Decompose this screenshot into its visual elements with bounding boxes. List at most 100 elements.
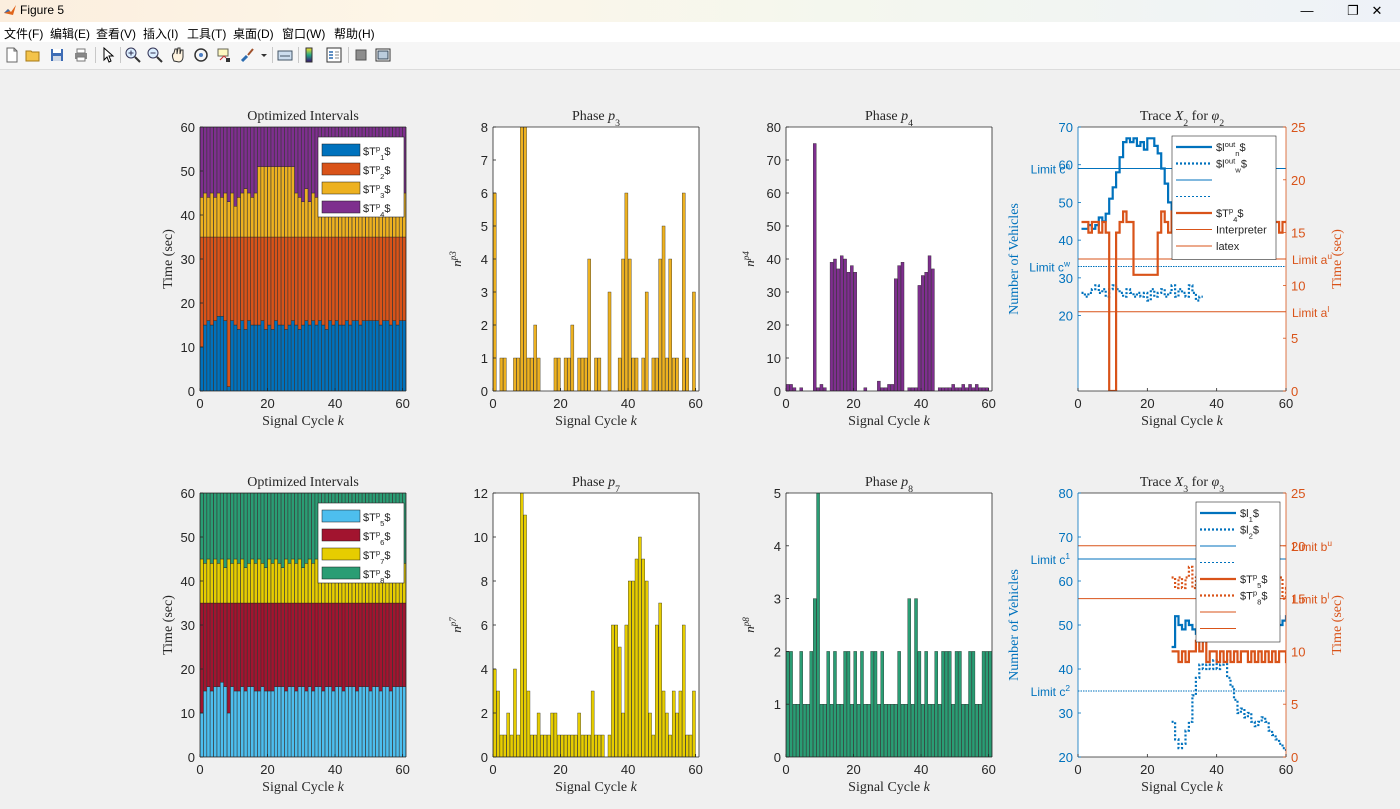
- p1-bar-s2-k0: [200, 236, 204, 348]
- p1-bar-s1-k4: [213, 320, 217, 391]
- brush-icon[interactable]: [238, 46, 256, 64]
- trace3-xtick-label: 40: [1209, 762, 1223, 777]
- trace-x2-axes[interactable]: Limit cn Limit cw Limit au Limit al 0 20 40 60 S…: [1007, 109, 1345, 429]
- p8-bar-k31: [890, 704, 895, 757]
- phase-p4-axes[interactable]: 0 20 40 60 Signal Cycle k 0 10 20 30 40 50 60 70 80 np…: [741, 109, 996, 429]
- p3-bar-k26: [580, 357, 585, 391]
- legend-icon[interactable]: [325, 46, 343, 64]
- p7-bar-k27: [584, 734, 588, 757]
- show-plot-tools-icon[interactable]: [374, 46, 392, 64]
- menu-edit[interactable]: 编辑(E): [50, 27, 90, 41]
- p7-bar-k29: [590, 690, 595, 757]
- p2-bar-s4-k15: [250, 493, 255, 560]
- p4-xtick-label: 20: [846, 396, 860, 411]
- p2-bar-s4-k5: [216, 493, 221, 564]
- close-button[interactable]: ✕: [1371, 3, 1383, 18]
- p3-xtick-label: 20: [553, 396, 567, 411]
- trace3-limit-right-label: Limit bu: [1292, 538, 1332, 554]
- p7-bar-k8: [520, 493, 524, 757]
- p1-bar-s2-k29: [297, 236, 302, 330]
- p7-ytick-label: 6: [481, 618, 488, 633]
- p2-bar-s1-k54: [382, 686, 386, 757]
- brush-dropdown-icon[interactable]: [259, 46, 269, 64]
- new-figure-icon[interactable]: [3, 46, 21, 64]
- p1-ytick-label: 20: [181, 296, 195, 311]
- save-icon[interactable]: [48, 46, 66, 64]
- link-icon[interactable]: [276, 46, 294, 64]
- p2-ytick-label: 30: [181, 618, 195, 633]
- p8-bar-k45: [937, 704, 942, 757]
- p8-ytick-label: 4: [774, 539, 781, 554]
- p8-bar-k18: [846, 651, 851, 757]
- open-file-icon[interactable]: [24, 46, 42, 64]
- p1-bar-s2-k30: [301, 236, 305, 326]
- p4-ylabel: np4: [741, 251, 757, 267]
- p2-bar-s1-k60: [402, 686, 406, 757]
- p4-plot-area: [786, 127, 992, 391]
- colorbar-icon[interactable]: [302, 46, 320, 64]
- p4-bar-k27: [877, 380, 881, 391]
- menu-help[interactable]: 帮助(H): [334, 27, 375, 41]
- p2-ylabel: Time (sec): [161, 595, 176, 655]
- zoom-in-icon[interactable]: [124, 46, 142, 64]
- p2-bar-s4-k13: [243, 493, 248, 568]
- p8-bar-k14: [833, 651, 837, 757]
- p1-bar-s4-k21: [270, 127, 275, 167]
- data-tips-icon[interactable]: [215, 46, 233, 64]
- p7-bar-k18: [553, 712, 558, 757]
- p8-xlabel: Signal Cycle k: [848, 780, 930, 795]
- p2-bar-s3-k16: [254, 563, 258, 604]
- menu-desktop[interactable]: 桌面(D): [233, 27, 274, 41]
- trace2-limit-right-label: Limit au: [1292, 251, 1332, 267]
- p2-bar-s3-k34: [314, 558, 319, 604]
- pan-icon[interactable]: [169, 46, 187, 64]
- menu-file[interactable]: 文件(F): [4, 27, 44, 41]
- p1-bar-s3-k17: [257, 166, 261, 238]
- p1-xtick-label: 0: [196, 396, 203, 411]
- p2-bar-s1-k11: [237, 690, 241, 757]
- p1-bar-s2-k37: [324, 236, 329, 330]
- p2-bar-s4-k27: [291, 493, 295, 560]
- menu-view[interactable]: 查看(V): [96, 27, 136, 41]
- p1-bar-s3-k7: [223, 192, 228, 238]
- p1-bar-s4-k34: [314, 127, 319, 198]
- menu-tools[interactable]: 工具(T): [187, 27, 227, 41]
- p2-bar-s4-k32: [308, 493, 312, 560]
- p4-bar-k39: [917, 285, 922, 391]
- optimized-intervals-bottom-axes[interactable]: 0 20 40 60 Signal Cycle k 0 10 20 30 40 50 60 Time (…: [161, 475, 410, 795]
- p8-bar-k40: [921, 704, 925, 757]
- p3-bar-k30: [594, 357, 598, 391]
- p2-bar-s2-k56: [389, 602, 393, 692]
- p1-bar-s1-k53: [378, 324, 383, 391]
- p8-bar-k22: [860, 651, 864, 757]
- phase-p7-axes[interactable]: 0 20 40 60 Signal Cycle k 0 2 4 6 8 10 12 np7 Phase p…: [448, 475, 703, 795]
- rotate-icon[interactable]: [192, 46, 210, 64]
- p1-bar-s4-k30: [301, 127, 305, 202]
- p8-ytick-label: 2: [774, 644, 781, 659]
- p2-bar-s1-k18: [260, 686, 265, 757]
- hide-plot-tools-icon[interactable]: [352, 46, 370, 64]
- p1-bar-s1-k6: [220, 316, 224, 391]
- optimized-intervals-top-axes[interactable]: 0 20 40 60 Signal Cycle k 0 10 20 30 40 50 60 Time (…: [161, 109, 410, 429]
- p2-bar-s1-k1: [203, 690, 207, 757]
- p7-bar-k4: [506, 712, 510, 757]
- restore-button[interactable]: ❐: [1347, 3, 1359, 18]
- p8-bar-k58: [981, 651, 986, 757]
- p1-title: Optimized Intervals: [247, 109, 359, 124]
- phase-p3-axes[interactable]: 0 20 40 60 Signal Cycle k 0 1 2 3 4 5 6 7 8 np3 Phase p…: [448, 109, 703, 429]
- p2-bar-s2-k54: [382, 602, 386, 687]
- p1-bar-s1-k47: [358, 324, 363, 391]
- print-icon[interactable]: [72, 46, 90, 64]
- pointer-icon[interactable]: [99, 46, 117, 64]
- menu-window[interactable]: 窗口(W): [282, 27, 326, 41]
- menu-insert[interactable]: 插入(I): [143, 27, 179, 41]
- p2-bar-s2-k36: [321, 602, 325, 692]
- p2-legend-swatch: [321, 566, 361, 580]
- minimize-button[interactable]: —: [1300, 3, 1314, 18]
- p8-bar-k49: [951, 704, 955, 757]
- phase-p8-axes[interactable]: 0 20 40 60 Signal Cycle k 0 1 2 3 4 5 np8 Phase p8: [741, 475, 996, 795]
- zoom-out-icon[interactable]: [146, 46, 164, 64]
- p2-legend-label: $Tp5$: [363, 510, 391, 528]
- p1-bar-s4-k31: [304, 127, 309, 189]
